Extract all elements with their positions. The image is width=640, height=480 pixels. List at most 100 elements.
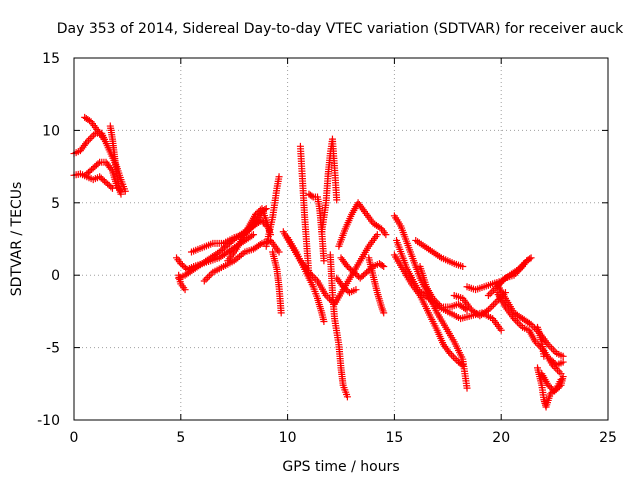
data-point bbox=[527, 254, 535, 262]
data-point bbox=[554, 366, 562, 374]
data-point bbox=[449, 353, 457, 361]
y-tick-label: 5 bbox=[51, 196, 60, 212]
data-point bbox=[256, 241, 264, 249]
plot-frame bbox=[73, 57, 609, 421]
data-point bbox=[248, 232, 256, 240]
data-track bbox=[333, 274, 360, 297]
data-point bbox=[540, 352, 548, 360]
x-tick-label: 10 bbox=[279, 430, 297, 446]
data-track bbox=[200, 236, 283, 285]
data-point bbox=[497, 326, 505, 334]
x-tick-label: 0 bbox=[70, 430, 79, 446]
data-point bbox=[486, 290, 494, 298]
x-tick-label: 20 bbox=[492, 430, 510, 446]
data-track bbox=[450, 289, 509, 320]
data-track bbox=[81, 113, 108, 143]
data-point bbox=[380, 309, 388, 317]
data-point bbox=[308, 192, 316, 200]
data-point bbox=[373, 231, 381, 239]
data-point bbox=[107, 183, 115, 191]
data-point bbox=[459, 263, 467, 271]
chart-title: Day 353 of 2014, Sidereal Day-to-day VTE… bbox=[57, 21, 624, 37]
axis-ticks bbox=[73, 57, 609, 421]
data-point bbox=[200, 277, 208, 285]
y-tick-label: 0 bbox=[51, 268, 60, 284]
y-tick-label: 15 bbox=[42, 51, 60, 67]
data-point bbox=[90, 131, 98, 139]
data-point bbox=[380, 263, 388, 271]
data-track bbox=[106, 122, 125, 198]
data-track bbox=[335, 199, 390, 250]
data-point bbox=[277, 309, 285, 317]
data-track bbox=[269, 248, 285, 317]
data-track bbox=[175, 271, 189, 294]
data-point bbox=[459, 361, 467, 369]
data-track bbox=[538, 370, 567, 395]
data-point bbox=[117, 190, 125, 198]
data-track bbox=[534, 323, 548, 360]
data-point bbox=[249, 231, 257, 239]
x-tick-label: 5 bbox=[176, 430, 185, 446]
data-point bbox=[523, 257, 531, 265]
data-track bbox=[284, 234, 328, 326]
data-track bbox=[412, 236, 467, 271]
data-point bbox=[343, 393, 351, 401]
data-track bbox=[365, 254, 388, 317]
data-point bbox=[196, 261, 204, 269]
data-point bbox=[205, 272, 213, 280]
data-point bbox=[333, 196, 341, 204]
data-point bbox=[484, 291, 492, 299]
data-point bbox=[88, 133, 96, 141]
data-track bbox=[318, 135, 341, 236]
x-tick-label: 25 bbox=[599, 430, 617, 446]
data-point bbox=[305, 271, 313, 279]
data-point bbox=[100, 135, 108, 143]
data-point bbox=[559, 373, 567, 381]
data-point bbox=[548, 344, 556, 352]
data-point bbox=[320, 257, 328, 265]
data-point bbox=[491, 299, 499, 307]
x-tick-label: 15 bbox=[385, 430, 403, 446]
data-point bbox=[85, 117, 93, 125]
data-point bbox=[108, 184, 116, 192]
data-point bbox=[202, 275, 210, 283]
data-point bbox=[352, 286, 360, 294]
data-point bbox=[457, 360, 465, 368]
data-track bbox=[279, 228, 381, 308]
data-point bbox=[376, 224, 384, 232]
data-point bbox=[275, 173, 283, 181]
data-point bbox=[275, 248, 283, 256]
data-point bbox=[451, 355, 459, 363]
data-point bbox=[320, 318, 328, 326]
data-point bbox=[513, 318, 521, 326]
data-point bbox=[94, 160, 102, 168]
data-point bbox=[325, 295, 333, 303]
data-point bbox=[546, 342, 554, 350]
data-track bbox=[296, 142, 313, 279]
y-tick-label: -10 bbox=[37, 413, 60, 429]
data-point bbox=[555, 383, 563, 391]
data-track bbox=[546, 355, 567, 369]
data-track bbox=[416, 263, 471, 314]
data-track bbox=[70, 170, 116, 192]
data-point bbox=[378, 262, 386, 270]
data-track bbox=[224, 205, 275, 265]
y-tick-label: -5 bbox=[46, 341, 60, 357]
data-point bbox=[559, 358, 567, 366]
data-point bbox=[86, 135, 94, 143]
x-axis-label: GPS time / hours bbox=[282, 459, 399, 475]
data-point bbox=[555, 368, 563, 376]
data-series bbox=[70, 113, 567, 411]
tick-labels: 0 5 10 15 20 25 -10 -5 0 5 10 15 bbox=[37, 51, 617, 446]
data-point bbox=[382, 231, 390, 239]
data-point bbox=[488, 302, 496, 310]
data-point bbox=[490, 301, 498, 309]
y-tick-label: 10 bbox=[42, 123, 60, 139]
y-axis-label: SDTVAR / TECUs bbox=[9, 182, 25, 297]
data-point bbox=[181, 286, 189, 294]
data-point bbox=[515, 320, 523, 328]
data-point bbox=[463, 384, 471, 392]
data-track bbox=[262, 173, 283, 250]
data-track bbox=[390, 251, 467, 369]
